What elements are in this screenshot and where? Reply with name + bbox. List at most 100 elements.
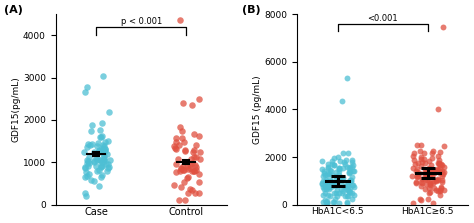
Point — [341, 185, 348, 188]
Point — [178, 129, 185, 132]
Point — [196, 157, 204, 161]
Point — [89, 123, 96, 127]
Point — [100, 154, 108, 158]
Point — [419, 161, 426, 164]
Point — [81, 91, 88, 94]
Point — [428, 167, 436, 171]
Point — [324, 193, 332, 197]
Point — [195, 191, 202, 195]
Point — [434, 168, 442, 171]
Point — [339, 189, 347, 193]
Point — [346, 178, 354, 181]
Point — [341, 162, 349, 166]
Point — [84, 159, 92, 163]
Point — [330, 200, 337, 204]
Point — [438, 174, 446, 177]
Point — [413, 175, 420, 178]
Point — [420, 151, 428, 154]
Point — [192, 155, 200, 159]
Point — [427, 182, 434, 186]
Point — [417, 165, 425, 168]
Point — [434, 177, 442, 181]
Point — [92, 164, 100, 168]
Point — [345, 190, 353, 194]
Point — [324, 173, 331, 177]
Point — [412, 181, 419, 185]
Point — [195, 97, 202, 101]
Point — [103, 152, 111, 156]
Point — [344, 194, 351, 198]
Point — [327, 179, 335, 183]
Point — [430, 179, 438, 183]
Point — [323, 199, 330, 203]
Point — [426, 181, 434, 184]
Point — [330, 157, 337, 160]
Point — [411, 162, 419, 166]
Point — [85, 161, 92, 165]
Point — [88, 142, 95, 146]
Point — [100, 157, 108, 161]
Point — [191, 192, 199, 195]
Point — [348, 160, 356, 164]
Point — [94, 141, 101, 145]
Point — [189, 103, 196, 107]
Point — [328, 173, 336, 177]
Point — [98, 121, 106, 124]
Point — [90, 150, 97, 154]
Point — [95, 149, 103, 153]
Point — [91, 179, 98, 183]
Point — [417, 198, 425, 202]
Point — [319, 200, 327, 203]
Point — [83, 161, 91, 164]
Point — [346, 165, 354, 169]
Point — [175, 199, 183, 202]
Point — [434, 167, 441, 171]
Point — [348, 176, 356, 179]
Point — [101, 147, 109, 151]
Point — [186, 167, 194, 170]
Point — [327, 168, 334, 172]
Point — [321, 173, 328, 177]
Point — [344, 200, 351, 204]
Point — [325, 186, 332, 189]
Point — [189, 150, 197, 153]
Point — [98, 134, 106, 138]
Point — [428, 151, 435, 155]
Point — [320, 169, 328, 172]
Y-axis label: GDF15 (pg/mL): GDF15 (pg/mL) — [253, 75, 262, 144]
Point — [348, 191, 356, 195]
Point — [96, 135, 104, 138]
Point — [421, 177, 429, 181]
Point — [326, 178, 334, 182]
Point — [100, 143, 107, 147]
Point — [421, 187, 428, 190]
Point — [99, 164, 106, 168]
Point — [436, 163, 444, 167]
Point — [434, 161, 442, 164]
Point — [184, 167, 192, 171]
Point — [425, 171, 432, 175]
Point — [328, 159, 336, 163]
Point — [82, 170, 90, 174]
Point — [413, 167, 420, 171]
Point — [343, 202, 351, 205]
Point — [421, 174, 429, 177]
Point — [420, 157, 428, 160]
Point — [430, 186, 438, 189]
Point — [86, 155, 93, 159]
Point — [189, 188, 196, 192]
Point — [327, 169, 335, 173]
Point — [417, 180, 424, 183]
Point — [80, 150, 88, 154]
Point — [433, 168, 441, 171]
Point — [98, 136, 105, 139]
Point — [424, 170, 432, 173]
Point — [175, 143, 183, 147]
Point — [436, 188, 443, 192]
Point — [98, 146, 106, 150]
Point — [440, 145, 447, 148]
Point — [346, 166, 353, 169]
Point — [429, 149, 437, 153]
Point — [331, 197, 339, 201]
Point — [188, 161, 196, 165]
